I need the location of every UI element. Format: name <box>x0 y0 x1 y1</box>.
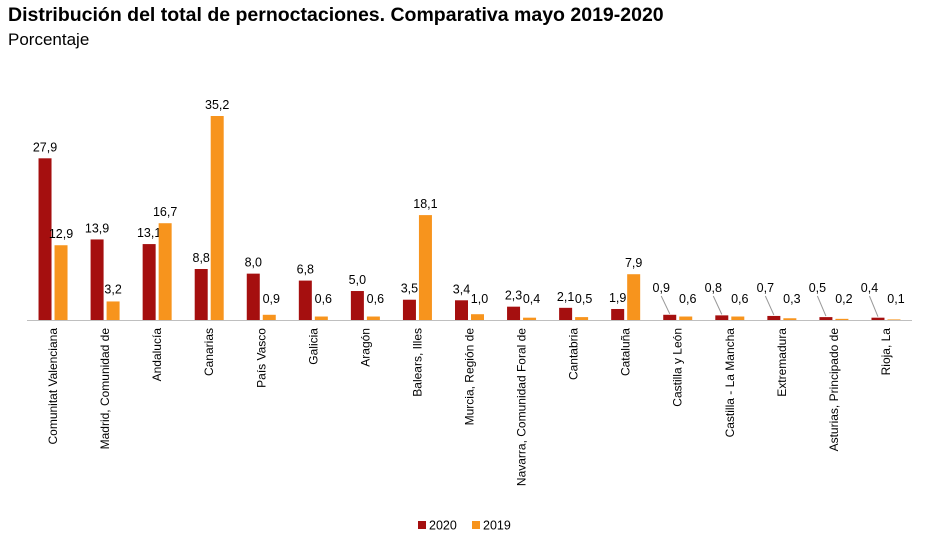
data-label-2019-4: 0,9 <box>263 292 280 306</box>
category-label-4: País Vasco <box>254 328 268 388</box>
bar-2020-2 <box>142 244 156 320</box>
data-label-2020-13: 0,8 <box>705 281 722 295</box>
bar-2019-2 <box>158 223 172 320</box>
chart-title: Distribución del total de pernoctaciones… <box>8 4 664 26</box>
category-label-2: Andalucía <box>150 328 164 382</box>
category-label-12: Castilla y León <box>671 328 685 407</box>
bar-2019-14 <box>783 318 797 320</box>
category-label-10: Cantabria <box>567 328 581 380</box>
data-label-2020-5: 6,8 <box>297 263 314 277</box>
bar-2019-16 <box>887 319 901 320</box>
bar-2020-10 <box>559 307 573 320</box>
data-label-2020-2: 13,1 <box>137 226 161 240</box>
category-label-8: Murcia, Región de <box>463 328 477 426</box>
legend-swatch-2020 <box>418 521 426 529</box>
bar-2019-15 <box>835 318 849 320</box>
bar-2019-6 <box>366 316 380 320</box>
bar-2020-11 <box>611 308 625 320</box>
category-label-14: Extremadura <box>775 328 789 397</box>
bar-2019-4 <box>262 314 276 320</box>
bar-2020-1 <box>90 239 104 320</box>
category-label-13: Castilla - La Mancha <box>723 328 737 438</box>
bar-2019-3 <box>210 116 224 320</box>
data-label-2020-11: 1,9 <box>609 291 626 305</box>
leader-line-12 <box>660 295 671 314</box>
leader-line-14 <box>764 295 775 316</box>
data-label-2019-14: 0,3 <box>783 292 800 306</box>
data-label-2019-9: 0,4 <box>523 292 540 306</box>
bar-2020-0 <box>38 158 52 320</box>
bar-2020-8 <box>455 300 468 320</box>
data-label-2019-15: 0,2 <box>835 292 852 306</box>
bar-2020-5 <box>298 280 312 320</box>
bar-2020-4 <box>246 273 260 320</box>
data-label-2020-16: 0,4 <box>861 281 878 295</box>
data-label-2020-9: 2,3 <box>505 289 522 303</box>
bar-2019-1 <box>106 301 120 320</box>
leader-line-15 <box>816 295 827 317</box>
bar-2019-11 <box>627 274 641 320</box>
data-label-2020-8: 3,4 <box>453 282 470 296</box>
chart-subtitle: Porcentaje <box>8 30 90 49</box>
category-label-5: Galicia <box>306 328 320 365</box>
legend-label-2020: 2020 <box>429 519 457 533</box>
data-label-2019-8: 1,0 <box>471 292 488 306</box>
data-label-2019-2: 16,7 <box>153 205 177 219</box>
bar-2020-16 <box>871 317 885 320</box>
category-label-11: Cataluña <box>619 328 633 376</box>
category-label-6: Aragón <box>358 328 372 367</box>
data-label-2020-3: 8,8 <box>193 251 210 265</box>
data-label-2019-13: 0,6 <box>731 292 748 306</box>
category-label-9: Navarra, Comunidad Foral de <box>515 328 529 486</box>
data-label-2019-7: 18,1 <box>413 197 437 211</box>
category-label-7: Balears, Illes <box>410 328 424 397</box>
legend-label-2019: 2019 <box>483 519 511 533</box>
data-label-2020-10: 2,1 <box>557 290 574 304</box>
legend-swatch-2019 <box>472 521 480 529</box>
bar-2020-9 <box>507 306 521 320</box>
bar-2019-13 <box>731 316 745 320</box>
bar-2020-12 <box>663 314 677 320</box>
bar-2019-7 <box>418 215 432 320</box>
data-label-2019-5: 0,6 <box>315 292 332 306</box>
data-label-2020-4: 8,0 <box>245 256 262 270</box>
data-label-2019-11: 7,9 <box>625 256 642 270</box>
bar-2019-0 <box>54 245 68 320</box>
data-label-2019-6: 0,6 <box>367 292 384 306</box>
category-label-3: Canarias <box>202 328 216 376</box>
data-label-2020-14: 0,7 <box>757 281 774 295</box>
category-label-15: Asturias, Principado de <box>827 328 841 452</box>
bar-2019-5 <box>314 316 328 320</box>
data-label-2020-12: 0,9 <box>653 281 670 295</box>
bar-2020-7 <box>402 299 416 320</box>
bar-2020-6 <box>350 291 364 320</box>
data-label-2020-1: 13,9 <box>85 221 109 235</box>
category-label-16: Rioja, La <box>879 328 893 376</box>
leader-line-16 <box>869 295 879 317</box>
data-label-2020-0: 27,9 <box>33 140 57 154</box>
bar-2019-12 <box>679 316 693 320</box>
data-label-2019-0: 12,9 <box>49 227 73 241</box>
data-label-2020-7: 3,5 <box>401 282 418 296</box>
bar-2019-8 <box>471 314 484 320</box>
bar-2020-13 <box>715 315 729 320</box>
bar-2020-14 <box>767 315 781 320</box>
bar-2019-10 <box>575 317 589 320</box>
data-label-2020-6: 5,0 <box>349 273 366 287</box>
data-label-2019-12: 0,6 <box>679 292 696 306</box>
bar-2020-3 <box>194 269 208 320</box>
data-label-2020-15: 0,5 <box>809 281 826 295</box>
leader-line-13 <box>712 295 723 315</box>
bar-2020-15 <box>819 317 833 320</box>
category-label-1: Madrid, Comunidad de <box>98 328 112 450</box>
data-label-2019-1: 3,2 <box>104 282 121 296</box>
category-label-0: Comunitat Valenciana <box>46 328 60 445</box>
data-label-2019-10: 0,5 <box>575 292 592 306</box>
bar-2019-9 <box>523 317 537 320</box>
data-label-2019-3: 35,2 <box>205 98 229 112</box>
data-label-2019-16: 0,1 <box>887 292 904 306</box>
